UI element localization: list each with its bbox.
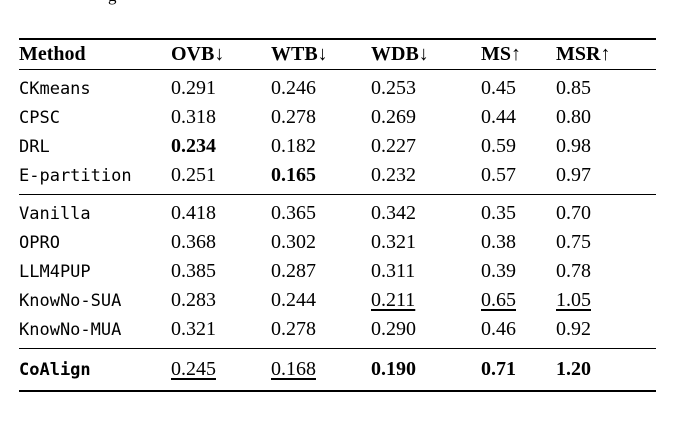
value-cell: 0.227: [371, 135, 416, 157]
value-cell: 0.38: [481, 231, 516, 253]
value-cell: 0.245: [171, 348, 271, 391]
header-cell-method: Method: [19, 39, 171, 70]
value-cell: 0.78: [556, 260, 591, 282]
value-cell: 0.80: [556, 106, 591, 128]
value-cell: 0.182: [271, 135, 316, 157]
method-cell: Vanilla: [19, 194, 171, 228]
table-row: CPSC 0.318 0.278 0.269 0.44 0.80: [19, 103, 656, 132]
method-cell: KnowNo-SUA: [19, 290, 122, 311]
value-cell: 0.278: [271, 106, 316, 128]
value-cell: 1.20: [556, 348, 656, 391]
value-cell: 0.368: [171, 231, 216, 253]
table-row: OPRO 0.368 0.302 0.321 0.38 0.75: [19, 228, 656, 257]
value-cell: 0.321: [371, 231, 416, 253]
value-cell: 0.321: [171, 318, 216, 340]
value-cell: 0.269: [371, 106, 416, 128]
value-cell: 0.246: [271, 77, 316, 99]
table-row: DRL 0.234 0.182 0.227 0.59 0.98: [19, 132, 656, 161]
value-cell: 0.318: [171, 106, 216, 128]
value-cell: 0.168: [271, 348, 371, 391]
value-cell: 0.244: [271, 289, 316, 311]
method-cell: LLM4PUP: [19, 261, 91, 282]
value-cell: 0.190: [371, 348, 481, 391]
table-row: LLM4PUP 0.385 0.287 0.311 0.39 0.78: [19, 257, 656, 286]
value-cell: 0.85: [556, 77, 591, 99]
value-cell: 0.342: [371, 194, 481, 228]
value-cell: 0.98: [556, 135, 591, 157]
table-row: KnowNo-MUA 0.321 0.278 0.290 0.46 0.92: [19, 315, 656, 349]
value-cell: 0.97: [556, 164, 591, 186]
value-cell: 0.59: [481, 135, 516, 157]
header-cell-metric: MSR↑: [556, 39, 656, 70]
method-cell: CKmeans: [19, 78, 91, 99]
table-row: KnowNo-SUA 0.283 0.244 0.211 0.65 1.05: [19, 286, 656, 315]
table-row: CKmeans 0.291 0.246 0.253 0.45 0.85: [19, 70, 656, 104]
method-cell: DRL: [19, 136, 50, 157]
method-cell: CPSC: [19, 107, 60, 128]
value-cell: 0.291: [171, 77, 216, 99]
value-cell: 0.45: [481, 77, 516, 99]
method-cell: CoAlign: [19, 348, 171, 391]
value-cell: 0.283: [171, 289, 216, 311]
value-cell: 0.65: [481, 289, 516, 311]
value-cell: 0.251: [171, 164, 216, 186]
value-cell: 0.234: [171, 135, 216, 157]
value-cell: 1.05: [556, 289, 591, 311]
value-cell: 0.302: [271, 231, 316, 253]
value-cell: 0.35: [481, 194, 556, 228]
value-cell: 0.278: [271, 318, 316, 340]
value-cell: 0.290: [371, 318, 416, 340]
value-cell: 0.165: [271, 164, 316, 186]
value-cell: 0.311: [371, 260, 416, 282]
value-cell: 0.57: [481, 164, 516, 186]
value-cell: 0.232: [371, 164, 416, 186]
value-cell: 0.75: [556, 231, 591, 253]
header-cell-metric: WDB↓: [371, 39, 481, 70]
method-cell: KnowNo-MUA: [19, 319, 122, 340]
value-cell: 0.211: [371, 289, 416, 311]
value-cell: 0.44: [481, 106, 516, 128]
method-cell: E-partition: [19, 165, 132, 186]
table-body: CKmeans 0.291 0.246 0.253 0.45 0.85 CPSC 0.318 0…: [19, 70, 656, 391]
value-cell: 0.365: [271, 194, 371, 228]
table-row: E-partition 0.251 0.165 0.232 0.57 0.97: [19, 161, 656, 195]
value-cell: 0.71: [481, 348, 556, 391]
table-row: Vanilla 0.418 0.365 0.342 0.35 0.70: [19, 194, 656, 228]
caption-fragment: g: [108, 0, 117, 8]
results-table: Method OVB↓ WTB↓ WDB↓ MS↑ MSR↑ CKmeans 0.291 0.…: [19, 38, 656, 392]
header-cell-metric: OVB↓: [171, 39, 271, 70]
header-cell-metric: MS↑: [481, 39, 556, 70]
value-cell: 0.253: [371, 77, 416, 99]
header-row: Method OVB↓ WTB↓ WDB↓ MS↑ MSR↑: [19, 39, 656, 70]
method-cell: OPRO: [19, 232, 60, 253]
value-cell: 0.418: [171, 194, 271, 228]
header-cell-metric: WTB↓: [271, 39, 371, 70]
value-cell: 0.70: [556, 194, 656, 228]
table-row: CoAlign 0.245 0.168 0.190 0.71 1.20: [19, 348, 656, 391]
value-cell: 0.385: [171, 260, 216, 282]
value-cell: 0.287: [271, 260, 316, 282]
table-header: Method OVB↓ WTB↓ WDB↓ MS↑ MSR↑: [19, 39, 656, 70]
value-cell: 0.92: [556, 318, 591, 340]
value-cell: 0.46: [481, 318, 516, 340]
value-cell: 0.39: [481, 260, 516, 282]
